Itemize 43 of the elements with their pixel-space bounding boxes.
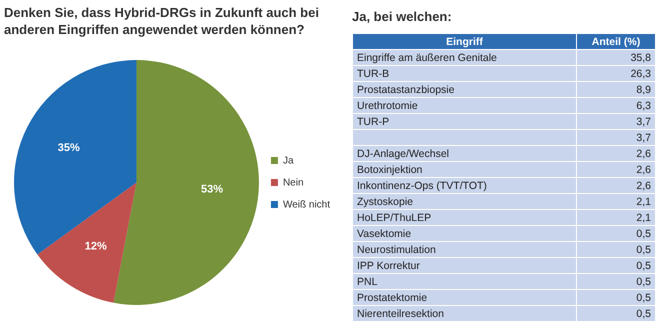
- category-label: TUR-P: [352, 114, 576, 130]
- text: 0,5: [636, 292, 651, 304]
- text: 2,1: [636, 196, 651, 208]
- text: 35,8: [630, 52, 651, 64]
- category-label: Botoxinjektion: [352, 162, 576, 178]
- text: 0,5: [636, 276, 651, 288]
- text: 0,5: [636, 244, 651, 256]
- text: 2,6: [636, 148, 651, 160]
- category-label: Neurostimulation: [352, 242, 576, 258]
- category-label: DJ-Anlage/Wechsel: [352, 146, 576, 162]
- data-label: 35%: [58, 142, 80, 154]
- category-label: Inkontinenz-Ops (TVT/TOT): [352, 178, 576, 194]
- legend-label: Nein: [282, 177, 304, 188]
- text: 0,5: [636, 308, 651, 320]
- category-label: Nierenteilresektion: [352, 306, 576, 322]
- text: 0,5: [636, 260, 651, 272]
- category-label: TUR-B: [352, 66, 576, 82]
- category-label: Zystoskopie: [352, 194, 576, 210]
- text: 8,9: [636, 84, 651, 96]
- category-label: Urethrotomie: [352, 98, 576, 114]
- category-label: Eingriffe am äußeren Genitale: [352, 50, 576, 66]
- text: 0,5: [636, 228, 651, 240]
- legend-label: Weiß nicht: [282, 199, 330, 210]
- text: 26,3: [630, 68, 651, 80]
- category-label: IPP Korrektur: [352, 258, 576, 274]
- category-label: PNL: [352, 274, 576, 290]
- text: 3,7: [636, 132, 651, 144]
- text: Ja, bei welchen:: [352, 8, 453, 25]
- text: 3,7: [636, 116, 651, 128]
- category-label: HoLEP/ThuLEP: [352, 210, 576, 226]
- text: 2,6: [636, 164, 651, 176]
- text: 6,3: [636, 100, 651, 112]
- text: Eingriff: [352, 34, 576, 50]
- data-label: 12%: [84, 240, 108, 253]
- legend-label: Ja: [282, 155, 294, 166]
- chart-title: Denken Sie, dass Hybrid-DRGs in Zukunft auch bei anderen Eingriffen angewendet werden können?: [4, 4, 320, 38]
- category-label: Prostatastanzbiopsie: [352, 82, 576, 98]
- text: 2,6: [636, 180, 651, 192]
- text: Anteil (%): [576, 34, 656, 50]
- category-label: Prostatektomie: [352, 290, 576, 306]
- text: 2,1: [636, 212, 651, 224]
- category-label: Vasektomie: [352, 226, 576, 242]
- data-label: 53%: [201, 184, 224, 196]
